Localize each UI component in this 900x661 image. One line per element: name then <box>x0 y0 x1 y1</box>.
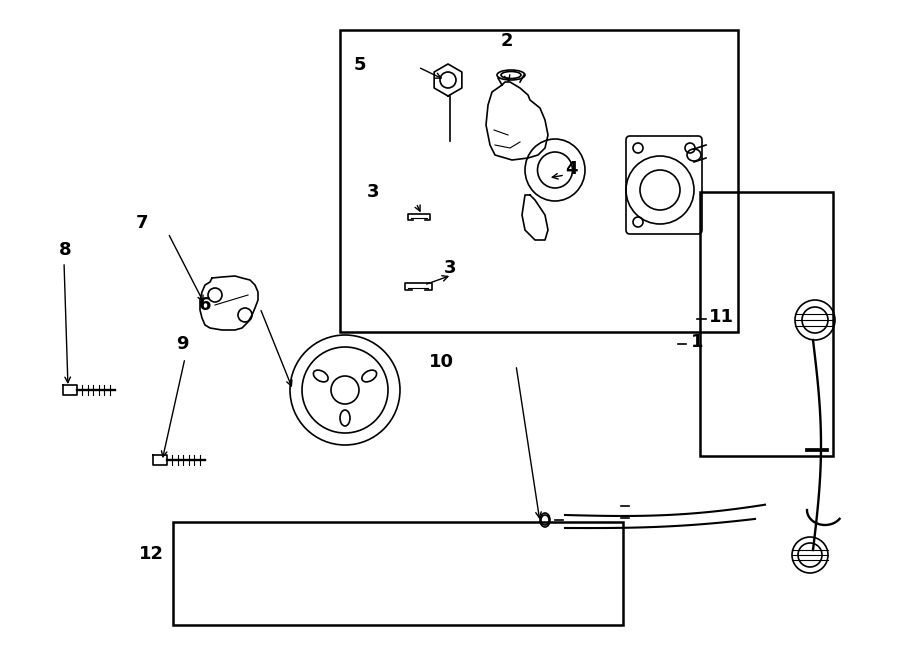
Bar <box>173 522 623 625</box>
Text: 8: 8 <box>58 241 71 259</box>
Text: 2: 2 <box>500 32 513 50</box>
Text: 3: 3 <box>367 182 380 201</box>
Text: 7: 7 <box>136 214 149 232</box>
Bar <box>700 192 833 456</box>
Text: 10: 10 <box>428 353 454 371</box>
Text: 5: 5 <box>354 56 366 74</box>
Text: 3: 3 <box>444 258 456 277</box>
Text: 4: 4 <box>565 160 578 178</box>
Bar <box>340 30 738 332</box>
Text: 12: 12 <box>139 545 164 563</box>
Text: 1: 1 <box>691 333 704 352</box>
Text: 9: 9 <box>176 334 189 353</box>
Text: 6: 6 <box>199 296 212 315</box>
Text: 11: 11 <box>709 308 734 327</box>
